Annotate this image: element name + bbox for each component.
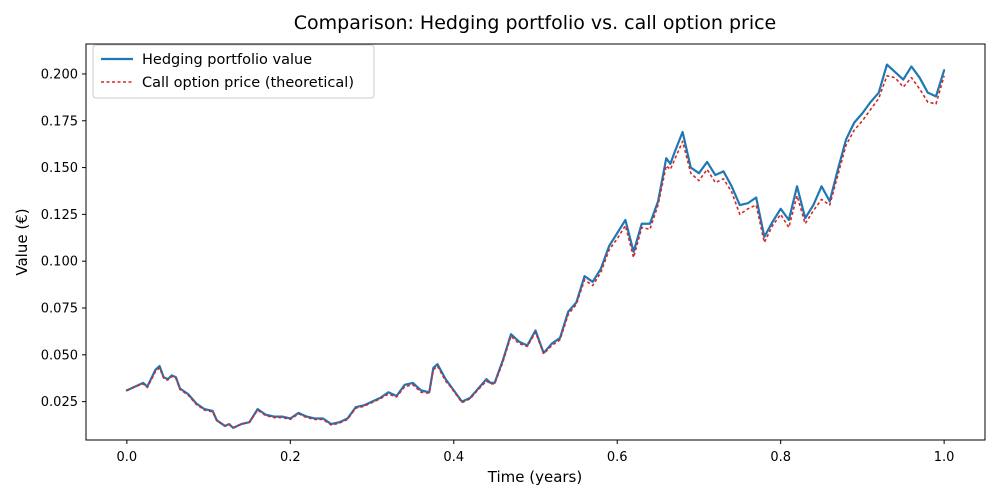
y-tick-label: 0.050 [41, 348, 78, 363]
y-tick-label: 0.100 [41, 255, 78, 270]
series-line-call-option-price [126, 75, 945, 429]
y-tick-label: 0.125 [41, 208, 78, 223]
legend: Hedging portfolio value Call option pric… [92, 44, 375, 99]
x-tick-label: 0.2 [280, 450, 301, 465]
x-axis: 0.0 0.2 0.4 0.6 0.8 1.0 [117, 440, 955, 465]
x-tick-label: 0.4 [443, 450, 464, 465]
y-tick-label: 0.075 [41, 302, 78, 317]
x-axis-label: Time (years) [487, 468, 582, 486]
y-tick-label: 0.150 [41, 161, 78, 176]
x-tick-label: 0.8 [770, 450, 791, 465]
plot-frame [85, 43, 986, 441]
legend-frame [92, 44, 375, 99]
chart-title: Comparison: Hedging portfolio vs. call o… [294, 12, 777, 34]
legend-label-hedging: Hedging portfolio value [142, 52, 312, 68]
y-tick-label: 0.200 [41, 67, 78, 82]
x-tick-label: 0.6 [607, 450, 628, 465]
x-tick-label: 1.0 [934, 450, 955, 465]
y-axis: 0.025 0.050 0.075 0.100 0.125 0.150 0.175 0.200 [41, 67, 86, 410]
legend-label-call: Call option price (theoretical) [142, 75, 354, 91]
x-tick-label: 0.0 [117, 450, 138, 465]
plot-series [125, 63, 946, 429]
series-line-hedging-portfolio [125, 63, 946, 429]
y-axis-label: Value (€) [13, 208, 31, 275]
y-tick-label: 0.025 [41, 395, 78, 410]
y-tick-label: 0.175 [41, 114, 78, 129]
